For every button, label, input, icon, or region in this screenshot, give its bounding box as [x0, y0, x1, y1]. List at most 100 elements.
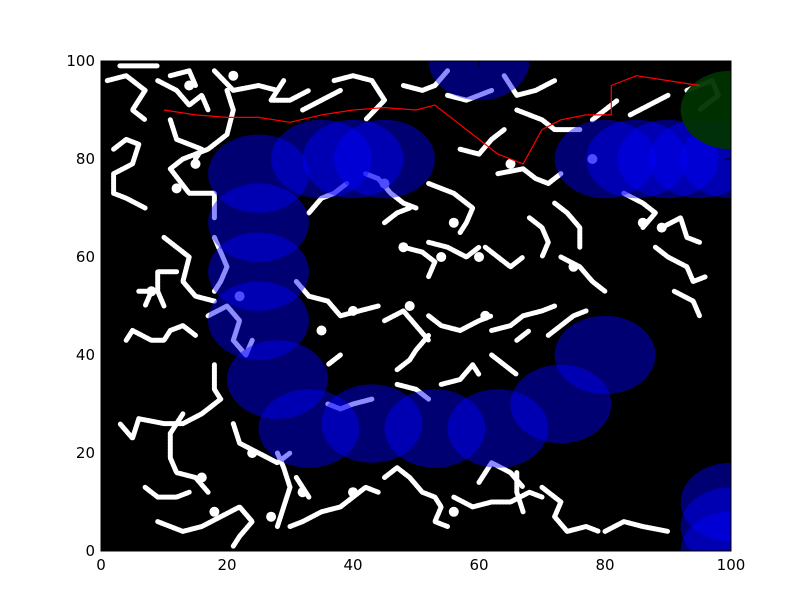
- obstacle-curve: [400, 68, 450, 93]
- x-tick-label: 60: [469, 556, 488, 574]
- obstacle-curve: [526, 215, 551, 260]
- obstacle-curve: [142, 484, 192, 500]
- obstacle-curve: [621, 190, 658, 231]
- y-tick-label: 60: [76, 248, 95, 266]
- obstacle-curve: [205, 303, 255, 358]
- coverage-circle: [258, 389, 360, 468]
- obstacle-blob: [404, 301, 415, 311]
- circle-layer: [208, 61, 731, 551]
- obstacle-curve: [652, 244, 709, 284]
- obstacle-curve: [363, 171, 419, 211]
- obstacle-curve: [514, 470, 526, 515]
- obstacle-blob: [637, 217, 648, 228]
- obstacle-blob: [247, 448, 258, 458]
- obstacle-blob: [379, 178, 390, 189]
- plot-area: [104, 61, 731, 551]
- obstacle-blob: [234, 291, 245, 302]
- obstacle-curve: [161, 234, 217, 304]
- obstacle-curve: [426, 239, 482, 260]
- plot-frame: [100, 60, 732, 552]
- obstacle-blob: [448, 217, 459, 228]
- obstacle-blob: [316, 325, 327, 336]
- x-tick-label: 0: [96, 556, 106, 574]
- obstacle-blob: [146, 286, 157, 297]
- obstacle-curve: [394, 332, 432, 373]
- coverage-circle: [428, 61, 530, 101]
- obstacle-curve: [426, 181, 476, 235]
- coverage-circle: [510, 364, 612, 444]
- obstacle-blob: [474, 252, 484, 262]
- obstacle-curve: [514, 107, 583, 133]
- obstacle-blob: [209, 506, 220, 517]
- obstacle-blob: [348, 487, 358, 498]
- obstacle-curve: [287, 484, 381, 529]
- obstacle-curve: [545, 308, 589, 338]
- obstacle-curve: [382, 308, 432, 343]
- obstacle-blob: [448, 506, 459, 517]
- obstacle-curve: [671, 288, 702, 319]
- coverage-circle: [271, 119, 372, 199]
- obstacle-curve: [539, 484, 602, 534]
- x-tick-label: 20: [217, 556, 236, 574]
- obstacle-blob: [505, 158, 516, 169]
- obstacle-curve: [400, 244, 438, 280]
- plot-background: [101, 61, 731, 551]
- obstacle-curve: [274, 450, 293, 529]
- obstacle-curve: [123, 323, 198, 343]
- obstacle-curve: [300, 87, 343, 113]
- obstacle-curve: [589, 97, 621, 123]
- obstacle-blob: [480, 310, 491, 321]
- obstacle-curve: [627, 92, 671, 118]
- obstacle-blob: [587, 154, 598, 164]
- obstacle-curve: [167, 68, 198, 88]
- coverage-circle: [208, 183, 309, 262]
- obstacle-curve: [268, 78, 312, 103]
- obstacle-blob: [266, 511, 277, 522]
- coverage-circle: [680, 487, 731, 551]
- obstacle-curve: [659, 215, 702, 245]
- coverage-circle: [302, 119, 404, 199]
- coverage-circle: [617, 119, 719, 199]
- obstacle-curve: [501, 73, 558, 98]
- coverage-circle: [321, 384, 423, 463]
- path-layer: [163, 75, 700, 165]
- y-tick-label: 0: [85, 542, 95, 560]
- obstacle-curve: [155, 269, 180, 309]
- obstacle-curve: [167, 87, 236, 221]
- coverage-circle: [554, 119, 656, 199]
- obstacle-curve: [117, 362, 224, 441]
- obstacle-curve: [211, 234, 230, 294]
- x-tick-label: 80: [595, 556, 614, 574]
- obstacle-curve: [394, 381, 432, 402]
- coverage-circle: [586, 119, 687, 199]
- obstacle-curve: [489, 303, 558, 333]
- x-tick-label: 100: [717, 556, 746, 574]
- coverage-circle: [208, 134, 309, 213]
- obstacle-blob: [190, 158, 201, 169]
- obstacle-curve: [495, 166, 564, 186]
- axis-ticks: 0 20 40 60 80 100 0 20 40 60 80 100: [66, 52, 745, 574]
- coverage-circle: [208, 281, 309, 360]
- path-line: [163, 75, 700, 165]
- obstacle-curve: [445, 87, 495, 103]
- obstacle-curve: [457, 127, 507, 157]
- goal-circle: [680, 70, 731, 150]
- coverage-circle: [227, 340, 328, 419]
- obstacle-curve: [104, 73, 148, 123]
- obstacle-curve: [482, 244, 526, 270]
- y-tick-label: 40: [76, 346, 95, 364]
- coverage-circle: [447, 389, 549, 468]
- obstacle-curve: [382, 465, 450, 529]
- obstacle-blob: [196, 472, 207, 483]
- obstacle-curve: [111, 136, 148, 211]
- obstacle-blob: [228, 70, 239, 81]
- obstacle-blob: [398, 242, 409, 253]
- coverage-circle: [208, 232, 309, 311]
- obstacle-curve: [331, 73, 387, 123]
- x-tick-label: 40: [343, 556, 362, 574]
- obstacle-blob: [568, 261, 579, 272]
- obstacle-blob: [656, 222, 667, 233]
- obstacle-curve: [293, 279, 381, 319]
- obstacle-blob: [436, 252, 447, 262]
